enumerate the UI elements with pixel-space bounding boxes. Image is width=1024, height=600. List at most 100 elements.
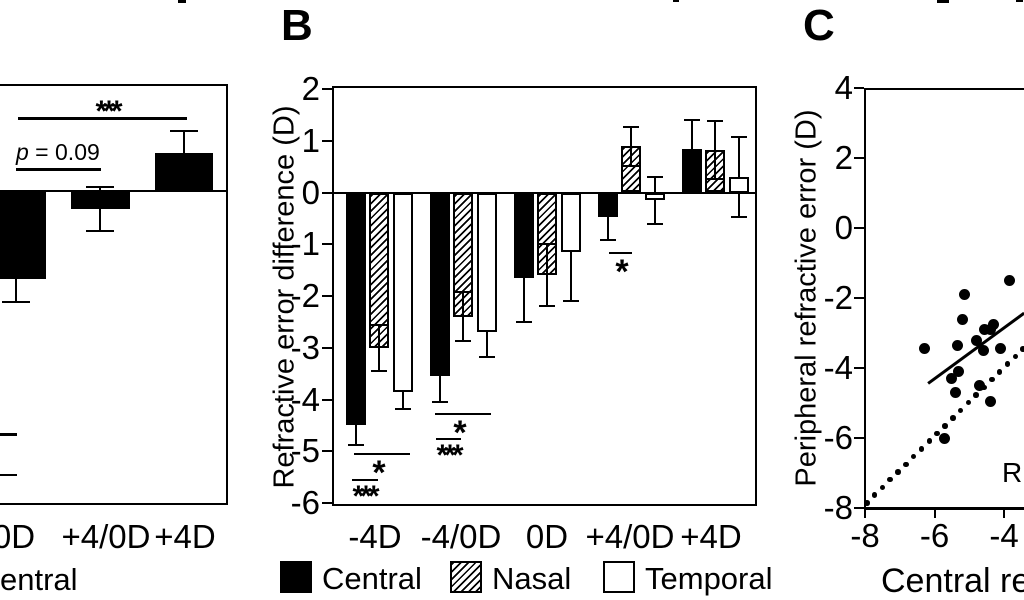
category-label: +4D	[154, 518, 216, 555]
category-label: 0D	[525, 518, 569, 555]
y-tick-label: 1	[301, 121, 320, 159]
bar-central-0D	[0, 191, 46, 279]
bar-central-+4/0D	[71, 191, 130, 209]
error-bar-cap	[562, 300, 579, 303]
sig-line	[354, 452, 410, 455]
scatter-point	[984, 395, 996, 407]
error-bar	[378, 324, 380, 372]
y-tick-label: -2	[823, 279, 853, 316]
sig-label: ***	[436, 439, 463, 472]
sig-line	[609, 251, 632, 254]
identity-line-dot	[895, 469, 901, 475]
bar-temporal--4/0D	[476, 192, 497, 333]
error-bar-cap	[539, 305, 555, 308]
error-bar-cap	[623, 125, 639, 128]
cropped-artifact	[1016, 0, 1023, 2]
bar-nasal--4D	[369, 192, 389, 348]
category-label: +4/0D	[61, 518, 151, 555]
scatter-point	[977, 345, 989, 356]
scatter-point	[951, 339, 963, 351]
identity-line-dot	[950, 415, 956, 421]
r-statistic-label: R	[1002, 457, 1023, 488]
bar-temporal-0D	[560, 192, 581, 252]
error-bar	[522, 233, 525, 322]
panel-b-y-tick	[322, 88, 332, 90]
y-tick-label: -5	[290, 432, 320, 470]
bar-nasal-+4D	[705, 150, 725, 193]
sig-label: *	[453, 414, 466, 452]
y-tick-label: -6	[290, 484, 320, 521]
identity-line-dot	[887, 476, 893, 483]
bar-central--4D	[345, 192, 366, 426]
identity-line-dot	[910, 453, 917, 460]
panel-b-frame	[332, 86, 757, 506]
panel-a-y-tick	[0, 473, 17, 476]
identity-line-dot	[934, 430, 940, 437]
panel-c-y-tick	[854, 507, 864, 509]
legend-swatch-nasal	[450, 561, 482, 593]
error-bar-cap	[347, 443, 364, 446]
category-label: 0D	[0, 518, 36, 555]
scatter-point	[995, 343, 1006, 355]
identity-line-dot	[879, 484, 886, 491]
scatter-point	[974, 380, 986, 391]
error-bar-cap	[455, 340, 471, 342]
error-bar	[401, 374, 404, 409]
panel-b-y-tick	[322, 191, 332, 194]
panel-a-y-tick	[0, 433, 17, 436]
sig-line	[18, 117, 187, 120]
y-tick-label: 2	[834, 139, 853, 176]
error-bar	[485, 307, 488, 357]
identity-line-dot	[926, 438, 932, 444]
y-tick-label: -4	[823, 349, 853, 386]
error-bar	[606, 193, 609, 241]
scatter-point	[956, 313, 968, 325]
panel-b-y-tick	[322, 243, 332, 246]
identity-line-dot	[1004, 361, 1011, 367]
panel-c-y-axis	[864, 88, 866, 509]
error-bar	[15, 255, 17, 302]
error-bar-cap	[170, 130, 198, 133]
y-tick-label: 4	[834, 69, 853, 106]
scatter-point	[953, 366, 965, 377]
bar-nasal--4/0D	[453, 192, 473, 317]
identity-line-dot	[973, 392, 979, 398]
error-bar-cap	[86, 230, 114, 233]
y-tick-label: 0	[301, 173, 320, 211]
bar-temporal--4D	[392, 192, 413, 392]
scatter-point	[946, 373, 958, 384]
panel-c-y-tick	[854, 297, 864, 299]
scatter-point	[949, 387, 961, 398]
scatter-point	[984, 324, 996, 335]
panel-c-y-tick	[854, 437, 864, 439]
bar-temporal-+4/0D	[644, 192, 665, 201]
identity-line-dot	[942, 423, 948, 429]
y-tick-label: -3	[290, 328, 320, 366]
identity-line-dot	[989, 376, 995, 383]
sig-line	[436, 437, 461, 440]
fit-line	[926, 312, 1024, 385]
bar-nasal-+4/0D	[621, 146, 641, 193]
panel-c-y-tick	[854, 157, 864, 159]
panel-c-top-border	[864, 88, 1024, 90]
error-bar-cap	[478, 355, 495, 358]
panel-b-y-tick	[322, 295, 332, 297]
sig-label: *	[615, 253, 628, 291]
y-tick-label: -8	[823, 489, 853, 526]
scatter-point	[970, 334, 982, 346]
sig-label: *	[372, 454, 385, 492]
y-tick-label: -2	[290, 277, 320, 314]
panel-b-y-tick	[322, 346, 332, 349]
legend-label-central: Central	[322, 561, 422, 596]
scatter-point	[1003, 275, 1015, 286]
panel-c-letter: C	[803, 1, 835, 50]
identity-line-dot	[918, 446, 925, 452]
error-bar	[653, 177, 656, 224]
identity-line-dot	[1020, 346, 1024, 352]
bar-central-+4D	[155, 152, 213, 191]
cropped-artifact	[937, 0, 949, 3]
panel-b-letter: B	[281, 1, 313, 50]
sig-label: ***	[95, 95, 122, 128]
error-bar-cap	[730, 136, 747, 139]
category-label: +4/0D	[585, 518, 675, 555]
